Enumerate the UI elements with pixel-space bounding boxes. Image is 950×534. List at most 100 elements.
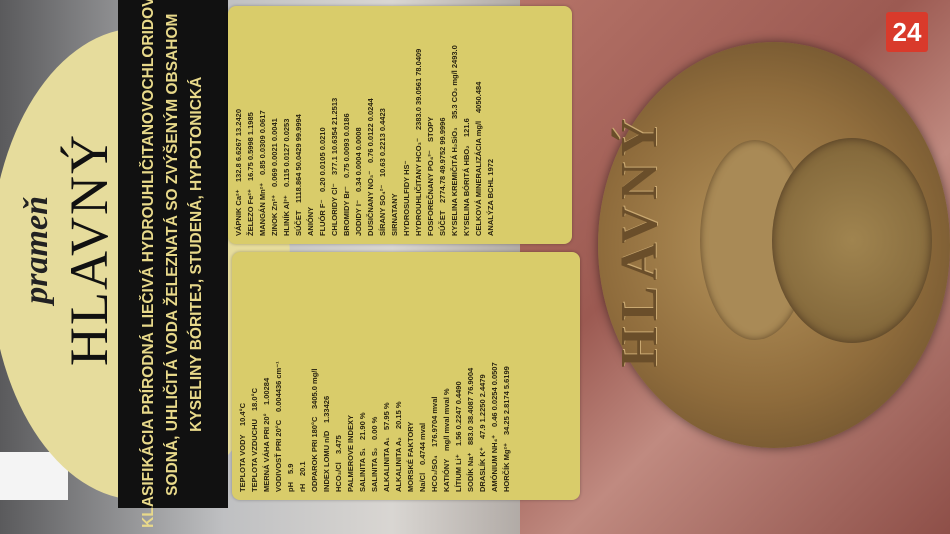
table-row: FLUÓR F⁻ 0.20 0.0105 0.0210 xyxy=(318,14,328,236)
table-row: SÍRANY SO₄²⁻ 10.63 0.2213 0.4423 xyxy=(378,14,388,236)
row-label: FLUÓR F⁻ xyxy=(318,199,327,236)
site-logo: 24 xyxy=(886,12,928,52)
row-label: SALINITA S₂ xyxy=(370,447,379,492)
row-label: MORSKÉ FAKTORY xyxy=(406,421,415,492)
row-value: 883.0 38.4087 76.9004 xyxy=(466,367,475,445)
row-value: 3405.0 mg/l xyxy=(310,368,319,409)
row-label: BROMIDY Br⁻ xyxy=(342,186,351,236)
table-row: ŽELEZO Fe²⁺ 16.75 0.5998 1.1985 xyxy=(246,14,256,236)
row-value: 0.75 0.0093 0.0186 xyxy=(342,113,351,179)
row-value: 5.9 xyxy=(286,463,295,474)
row-label: HORČÍK Mg²⁺ xyxy=(502,443,511,492)
table-row: FOSFOREČNANY PO₄³⁻ STOPY xyxy=(426,14,436,236)
table-row: KATIÓNY mg/l mval mval % xyxy=(442,260,452,492)
row-label: AMÓNIUM NH₄⁺ xyxy=(490,434,499,492)
row-label: Na/Cl xyxy=(418,472,427,492)
row-label: INDEX LOMU n/D xyxy=(322,430,331,492)
row-label: SALINITA S₁ xyxy=(358,448,367,492)
row-value: 0.34 0.0004 0.0008 xyxy=(354,127,363,193)
row-label: KYSELINA BÓRITÁ HBO₂ xyxy=(462,145,471,236)
classification-line: KLASIFIKÁCIA PRÍRODNÁ LIEČIVÁ HYDROUHLIČ… xyxy=(140,0,157,528)
table-row: SÚČET 2774.78 49.9752 99.9996 xyxy=(438,14,448,236)
table-row: INDEX LOMU n/D 1.33426 xyxy=(322,260,332,492)
row-value: 20.15 % xyxy=(394,401,403,430)
row-label: FOSFOREČNANY PO₄³⁻ xyxy=(426,150,435,236)
table-row: HYDROSULFIDY HS⁻ xyxy=(402,14,412,237)
table-row: BROMIDY Br⁻ 0.75 0.0093 0.0186 xyxy=(342,14,352,236)
row-label: ALKALINITA A₂ xyxy=(394,437,403,492)
table-row: DRASLÍK K⁺ 47.9 1.2250 2.4479 xyxy=(478,260,488,492)
row-label: HLINÍK Al³⁺ xyxy=(282,195,291,236)
row-label: pH xyxy=(286,482,295,492)
table-row: SÚČET 1118.864 50.0429 99.9994 xyxy=(294,14,304,236)
spring-subtitle: prameň xyxy=(18,196,55,304)
table-row: KYSELINA KREMIČITÁ H₂SiO₃ 35.3 CO₂ mg/l 2… xyxy=(450,14,460,236)
table-row: ANIÓNY xyxy=(306,14,316,236)
row-label: SÚČET xyxy=(438,210,447,236)
row-label: HCO₃/SO₄ xyxy=(430,455,439,492)
row-label: MERNÁ VÁHA PRI 20° xyxy=(262,413,271,492)
row-label: ANIÓNY xyxy=(306,206,315,236)
table-row: HYDROUHLIČITANY HCO₃⁻ 2383.0 39.0561 78.0… xyxy=(414,14,424,236)
row-label: PALMEROVE INDEXY xyxy=(346,415,355,492)
row-value: 20.1 xyxy=(298,461,307,476)
row-value: 1.00284 xyxy=(262,378,271,406)
row-value: 18.0°C xyxy=(250,388,259,412)
row-label: ZINOK Zn²⁺ xyxy=(270,194,279,236)
table-row: CHLORIDY Cl⁻ 377.1 10.6354 21.2513 xyxy=(330,14,340,236)
row-value: 1118.864 50.0429 99.9994 xyxy=(294,113,303,203)
row-value: 0.76 0.0122 0.0244 xyxy=(366,98,375,163)
table-row: KYSELINA BÓRITÁ HBO₂ 121.6 xyxy=(462,14,472,236)
row-value: 34.25 2.8174 5.6199 xyxy=(502,366,511,436)
table-row: MORSKÉ FAKTORY xyxy=(406,260,416,492)
row-label: ŽELEZO Fe²⁺ xyxy=(246,189,255,236)
row-label: DRASLÍK K⁺ xyxy=(478,447,487,492)
table-row: JODIDY I⁻ 0.34 0.0004 0.0008 xyxy=(354,14,364,236)
row-value: 377.1 10.6354 21.2513 xyxy=(330,98,339,176)
ions-panel: VÁPNIK Ca²⁺ 132.8 6.6267 13.2420 ŽELEZO Fe… xyxy=(228,6,572,244)
table-row: CELKOVÁ MINERALIZÁCIA mg/l 4050.484 xyxy=(474,14,484,236)
row-label: VODIVOSŤ PRI 20°C xyxy=(274,419,283,492)
row-label: LÍTIUM Li⁺ xyxy=(454,454,463,492)
table-row: MANGÁN Mn²⁺ 0.85 0.0309 0.0617 xyxy=(258,14,268,236)
row-label: CHLORIDY Cl⁻ xyxy=(330,183,339,236)
row-value: 0.004436 cm⁻¹ xyxy=(274,361,283,412)
properties-panel: TEPLOTA VODY 10.4°C TEPLOTA VZDUCHU 18.0°C M… xyxy=(232,252,580,500)
table-row: HCO₃/Cl 3.475 xyxy=(334,260,344,493)
spring-name: prameň HLAVNÝ xyxy=(18,60,120,440)
row-value: 3.475 xyxy=(334,435,343,455)
table-row: HLINÍK Al³⁺ 0.115 0.0127 0.0253 xyxy=(282,14,292,236)
row-value: 2774.78 49.9752 99.9996 xyxy=(438,117,447,203)
table-row: rH 20.1 xyxy=(298,260,308,492)
row-label: DUSIČNANY NO₃⁻ xyxy=(366,170,375,236)
row-value: mg/l mval mval % xyxy=(442,388,451,451)
table-row: VÁPNIK Ca²⁺ 132.8 6.6267 13.2420 xyxy=(234,14,244,236)
table-row: TEPLOTA VODY 10.4°C xyxy=(238,260,248,492)
row-label: MANGÁN Mn²⁺ xyxy=(258,182,267,236)
row-value: 57.95 % xyxy=(382,401,391,430)
row-label: KATIÓNY xyxy=(442,458,451,492)
row-value: 16.75 0.5998 1.1985 xyxy=(246,112,255,182)
classification-line: KYSELINY BÓRITEJ, STUDENÁ, HYPOTONICKÁ xyxy=(188,76,205,432)
table-row: HCO₃/SO₄ 176.9704 mval xyxy=(430,260,440,492)
row-label: VÁPNIK Ca²⁺ xyxy=(234,189,243,236)
table-row: SODÍK Na⁺ 883.0 38.4087 76.9004 xyxy=(466,260,476,492)
row-label: ODPAROK PRI 180°C xyxy=(310,416,319,492)
table-row: Na/Cl 0.4744 mval xyxy=(418,260,428,492)
row-value: 1.56 0.2247 0.4490 xyxy=(454,381,463,447)
row-value: 47.9 1.2250 2.4479 xyxy=(478,374,487,440)
row-label: KYSELINA KREMIČITÁ H₂SiO₃ xyxy=(450,127,459,236)
table-row: SALINITA S₁ 21.90 % xyxy=(358,260,368,492)
table-row: ANALÝZA BCHL 1972 xyxy=(486,14,496,236)
table-row: ALKALINITA A₂ 20.15 % xyxy=(394,260,404,492)
table-row: pH 5.9 xyxy=(286,260,296,492)
medallion-relief xyxy=(772,138,932,343)
row-label: TEPLOTA VODY xyxy=(238,434,247,492)
row-label: HYDROUHLIČITANY HCO₃⁻ xyxy=(414,138,423,236)
table-row: HORČÍK Mg²⁺ 34.25 2.8174 5.6199 xyxy=(502,260,512,492)
table-row: SALINITA S₂ 0.00 % xyxy=(370,260,380,492)
row-value: 0.20 0.0105 0.0210 xyxy=(318,126,327,192)
table-row: ALKALINITA A₁ 57.95 % xyxy=(382,260,392,492)
row-label: JODIDY I⁻ xyxy=(354,200,363,236)
spring-title: HLAVNÝ xyxy=(59,133,119,367)
